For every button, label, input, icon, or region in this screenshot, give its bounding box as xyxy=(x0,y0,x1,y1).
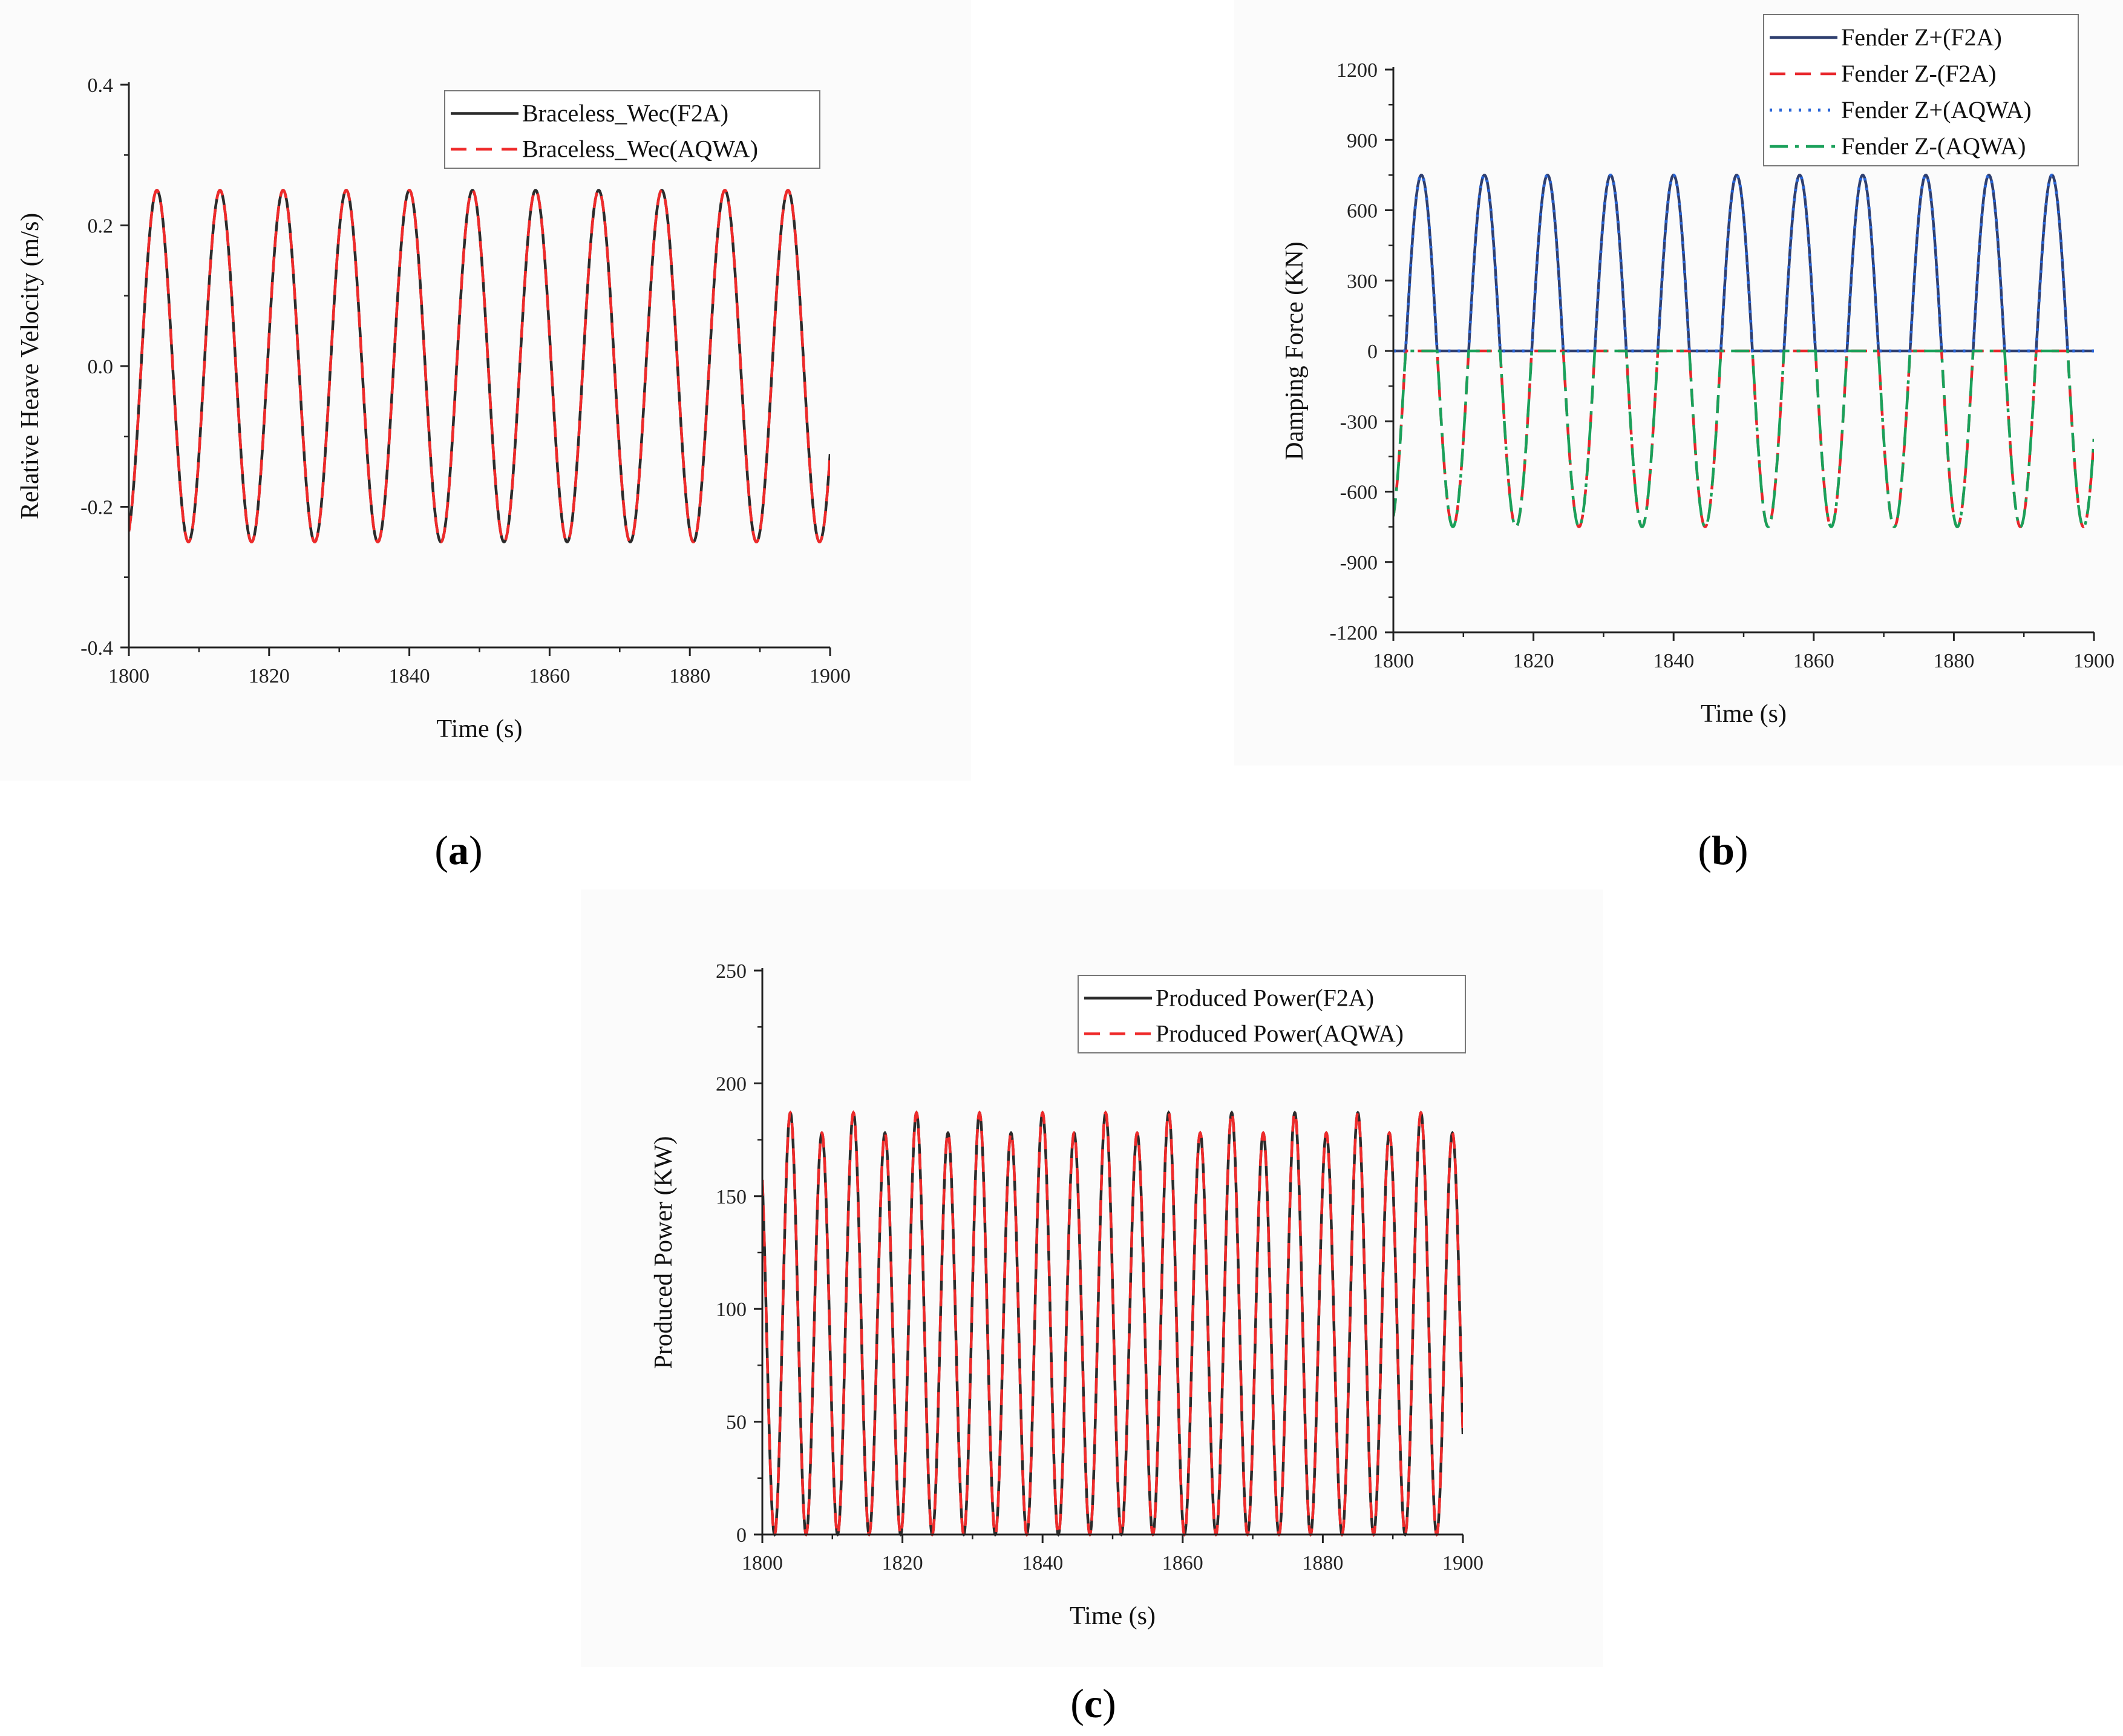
series-line-b-1 xyxy=(1393,174,2094,353)
chart-b: 1800 1820 1840 1860 1880 1900 -1200 -900 -600 -30… xyxy=(1281,14,2115,728)
legend-label: Fender Z+(F2A) xyxy=(1841,24,2002,51)
y-tick-label: 1200 xyxy=(1336,59,1378,82)
series-line-a-2 xyxy=(129,189,830,543)
y-tick-label: -0.4 xyxy=(80,637,113,660)
x-tick-label: 1860 xyxy=(1793,650,1834,672)
x-axis-title: Time (s) xyxy=(1701,700,1787,728)
panel-label-c-letter: c xyxy=(1084,1680,1102,1726)
legend: Braceless_Wec(F2A) Braceless_Wec(AQWA) xyxy=(444,90,820,169)
y-tick-label: 600 xyxy=(1347,200,1378,223)
panel-label-a: (a) xyxy=(434,827,482,873)
y-tick-label: 900 xyxy=(1347,129,1378,152)
panel-label-c: (c) xyxy=(1070,1680,1116,1726)
y-tick-label: -0.2 xyxy=(80,497,113,519)
legend-label: Braceless_Wec(AQWA) xyxy=(522,136,758,163)
legend-label: Produced Power(AQWA) xyxy=(1156,1020,1404,1047)
y-tick-label: -1200 xyxy=(1330,622,1378,644)
y-axis-title: Relative Heave Velocity (m/s) xyxy=(16,213,44,520)
x-tick-label: 1900 xyxy=(1442,1552,1483,1574)
chart-c: 1800 1820 1840 1860 1880 1900 0 50 100 150 200 250 T… xyxy=(650,960,1483,1630)
legend: Fender Z+(F2A) Fender Z-(F2A) Fender Z+(AQ… xyxy=(1763,14,2079,166)
legend-label: Fender Z+(AQWA) xyxy=(1841,96,2032,123)
y-tick-label: -300 xyxy=(1340,411,1378,433)
y-tick-label: 0 xyxy=(736,1524,747,1547)
x-tick-label: 1800 xyxy=(1373,650,1414,672)
y-tick-label: 0 xyxy=(1367,341,1378,363)
x-tick-label: 1880 xyxy=(669,665,710,687)
x-tick-label: 1880 xyxy=(1302,1552,1343,1574)
legend-label: Braceless_Wec(F2A) xyxy=(522,100,728,127)
y-tick-label: 0.2 xyxy=(88,215,114,238)
x-axis-title: Time (s) xyxy=(437,715,523,743)
y-tick-label: 0.4 xyxy=(88,74,114,97)
legend-label: Fender Z-(F2A) xyxy=(1841,60,1997,87)
panel-label-c-open: ( xyxy=(1070,1680,1084,1726)
y-tick-label: 50 xyxy=(726,1412,747,1434)
x-tick-label: 1860 xyxy=(529,665,570,687)
y-tick-label: 150 xyxy=(716,1186,747,1208)
panel-label-c-close: ) xyxy=(1102,1680,1116,1726)
x-tick-label: 1860 xyxy=(1162,1552,1203,1574)
y-tick-label: 250 xyxy=(716,960,747,983)
y-axis-title: Damping Force (KN) xyxy=(1281,241,1309,460)
y-tick-label: 0.0 xyxy=(88,356,114,378)
legend-box xyxy=(444,90,820,169)
legend-label: Fender Z-(AQWA) xyxy=(1841,133,2026,160)
panel-label-a-close: ) xyxy=(469,827,483,873)
y-tick-label: 100 xyxy=(716,1299,747,1321)
y-tick-label: 200 xyxy=(716,1073,747,1095)
series-line-b-4 xyxy=(1393,349,2094,528)
x-tick-label: 1800 xyxy=(108,665,149,687)
x-tick-label: 1840 xyxy=(1022,1552,1063,1574)
x-tick-label: 1840 xyxy=(389,665,430,687)
legend-box xyxy=(1078,975,1466,1053)
x-tick-label: 1900 xyxy=(2073,650,2115,672)
x-axis-title: Time (s) xyxy=(1070,1602,1156,1630)
x-tick-label: 1820 xyxy=(249,665,290,687)
y-axis-title: Produced Power (KW) xyxy=(650,1136,678,1369)
chart-a: 1800 1820 1840 1860 1880 1900 -0.4 -0.2 0.0 0.2 0.… xyxy=(16,74,851,743)
panel-label-b-letter: b xyxy=(1712,827,1735,873)
y-tick-label: 300 xyxy=(1347,270,1378,293)
panel-label-b: (b) xyxy=(1698,827,1748,873)
x-tick-label: 1900 xyxy=(810,665,851,687)
panel-label-b-open: ( xyxy=(1698,827,1712,873)
panel-label-a-open: ( xyxy=(434,827,448,873)
x-tick-label: 1820 xyxy=(1513,650,1554,672)
y-tick-label: -900 xyxy=(1340,552,1378,574)
legend-box xyxy=(1763,14,2079,166)
x-tick-label: 1840 xyxy=(1653,650,1694,672)
panel-label-b-close: ) xyxy=(1735,827,1748,873)
x-tick-label: 1880 xyxy=(1933,650,1974,672)
x-tick-label: 1820 xyxy=(882,1552,923,1574)
panel-label-a-letter: a xyxy=(448,827,469,873)
x-tick-label: 1800 xyxy=(742,1552,783,1574)
legend: Produced Power(F2A) Produced Power(AQWA) xyxy=(1078,975,1466,1053)
legend-label: Produced Power(F2A) xyxy=(1156,984,1374,1012)
y-tick-label: -600 xyxy=(1340,482,1378,504)
series-line-c-2 xyxy=(762,1110,1463,1537)
